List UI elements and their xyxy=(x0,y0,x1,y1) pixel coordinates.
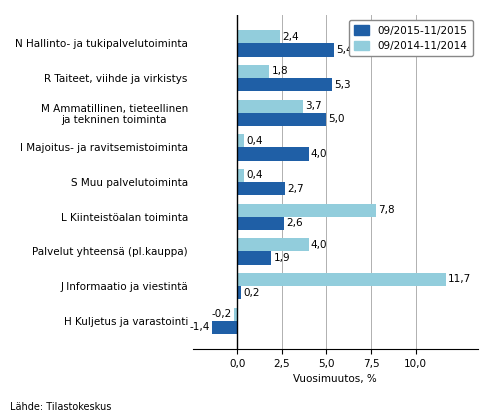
Bar xyxy=(234,307,237,321)
Bar xyxy=(237,134,245,147)
Bar xyxy=(237,182,285,195)
Bar xyxy=(237,238,309,251)
Text: 1,8: 1,8 xyxy=(272,67,288,77)
Bar xyxy=(212,321,237,334)
Bar xyxy=(237,251,271,265)
Bar xyxy=(237,65,269,78)
Text: 5,0: 5,0 xyxy=(329,114,345,124)
Bar xyxy=(237,30,280,43)
Text: 1,9: 1,9 xyxy=(273,253,290,263)
Text: 4,0: 4,0 xyxy=(311,240,327,250)
Text: -1,4: -1,4 xyxy=(190,322,210,332)
Text: -0,2: -0,2 xyxy=(211,309,232,319)
Text: 2,4: 2,4 xyxy=(282,32,299,42)
Bar xyxy=(237,43,334,57)
Text: 7,8: 7,8 xyxy=(379,205,395,215)
Text: 2,6: 2,6 xyxy=(286,218,302,228)
Text: 0,2: 0,2 xyxy=(243,287,259,297)
Legend: 09/2015-11/2015, 09/2014-11/2014: 09/2015-11/2015, 09/2014-11/2014 xyxy=(349,20,473,56)
Bar xyxy=(237,78,332,91)
Bar xyxy=(237,169,245,182)
Text: 4,0: 4,0 xyxy=(311,149,327,159)
Bar xyxy=(237,147,309,161)
Text: 5,3: 5,3 xyxy=(334,79,351,89)
Bar xyxy=(237,273,446,286)
Text: 0,4: 0,4 xyxy=(246,136,263,146)
Text: 11,7: 11,7 xyxy=(448,275,471,285)
Text: 5,4: 5,4 xyxy=(336,45,352,55)
Text: Lähde: Tilastokeskus: Lähde: Tilastokeskus xyxy=(10,402,111,412)
Bar xyxy=(237,203,376,217)
Bar xyxy=(237,113,326,126)
Text: 3,7: 3,7 xyxy=(306,101,322,111)
Text: 2,7: 2,7 xyxy=(287,183,304,193)
X-axis label: Vuosimuutos, %: Vuosimuutos, % xyxy=(293,374,377,384)
Bar xyxy=(237,286,241,299)
Text: 0,4: 0,4 xyxy=(246,171,263,181)
Bar xyxy=(237,217,283,230)
Bar xyxy=(237,99,303,113)
